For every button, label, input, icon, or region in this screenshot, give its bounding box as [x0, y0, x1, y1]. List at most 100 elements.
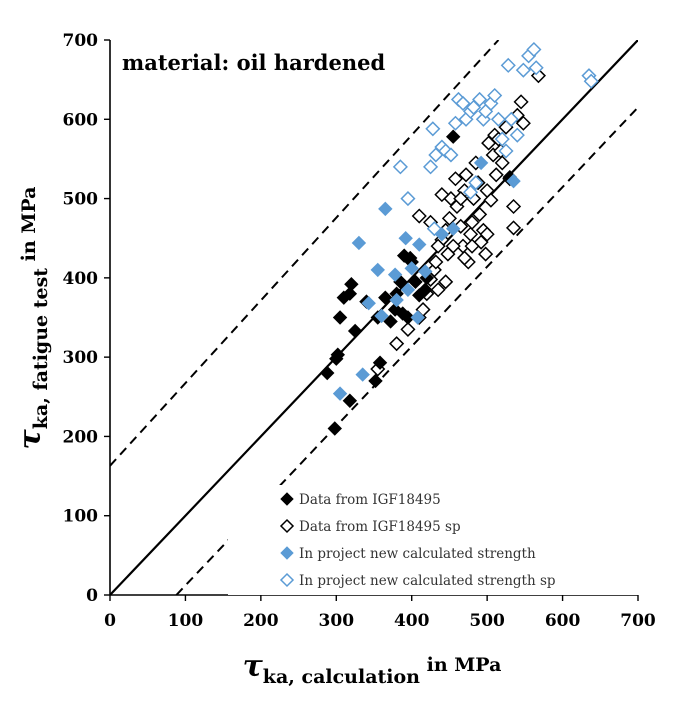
data-point: [473, 155, 489, 171]
data-point: [400, 310, 416, 325]
data-point: [342, 286, 358, 301]
y-tick-label: 200: [63, 427, 99, 447]
data-point: [412, 237, 427, 252]
data-point: [515, 115, 531, 131]
x-axis-label: τka, calculation in MPa: [243, 649, 502, 688]
data-point: [468, 175, 484, 191]
y-axis-unit: in MPa: [18, 187, 40, 268]
data-point: [355, 367, 370, 382]
data-point: [530, 68, 546, 84]
data-point: [455, 95, 471, 111]
data-point: [441, 210, 457, 226]
data-point: [472, 206, 488, 222]
x-tick-label: 200: [243, 611, 279, 631]
legend-marker: [280, 492, 294, 506]
chart-annotation: material: oil hardened: [122, 50, 385, 75]
data-point: [392, 159, 408, 175]
data-point: [389, 336, 405, 352]
data-point: [443, 147, 459, 163]
data-point: [418, 282, 433, 297]
legend-label: In project new calculated strength: [299, 546, 536, 562]
y-tick-label: 400: [63, 269, 99, 289]
legend: Data from IGF18495 Data from IGF18495 sp I…: [228, 485, 640, 595]
data-point: [583, 73, 599, 89]
data-point: [418, 264, 433, 279]
data-point: [389, 292, 404, 308]
data-point: [330, 347, 346, 362]
data-point: [464, 214, 480, 230]
data-point: [447, 171, 464, 187]
data-point: [423, 159, 439, 175]
axes: 0 100 200 300 400 500 600 700 0 100 200 300 400 500 60…: [63, 31, 656, 631]
data-point: [464, 238, 480, 254]
data-point: [456, 250, 473, 266]
data-point: [400, 191, 416, 207]
data-point: [425, 121, 441, 137]
legend-box: [228, 485, 640, 595]
data-point: [462, 184, 479, 200]
data-point: [494, 155, 510, 171]
data-point: [505, 198, 522, 215]
y-tick-label: 300: [63, 348, 99, 368]
data-point: [387, 267, 403, 282]
x-tick-label: 600: [545, 611, 581, 631]
data-point: [428, 254, 444, 270]
x-axis-symbol: τ: [243, 649, 264, 684]
data-point: [445, 238, 461, 254]
data-point: [438, 274, 454, 290]
data-point: [378, 290, 393, 305]
data-point: [361, 296, 376, 311]
series-3: [392, 41, 599, 237]
data-point: [483, 192, 499, 208]
data-point: [503, 111, 519, 127]
data-point: [368, 373, 383, 389]
data-point: [488, 167, 504, 183]
y-tick-label: 700: [63, 31, 99, 51]
data-point: [515, 62, 531, 78]
data-point: [426, 221, 442, 237]
y-axis-label: τka, fatigue test in MPa: [13, 187, 52, 450]
data-point: [506, 173, 521, 189]
data-point: [458, 167, 474, 183]
x-tick-label: 100: [168, 611, 204, 631]
x-tick-label: 0: [104, 611, 116, 631]
legend-label: In project new calculated strength sp: [299, 573, 556, 589]
data-point: [398, 231, 413, 246]
data-point: [372, 355, 388, 370]
data-point: [453, 191, 469, 207]
data-point: [383, 314, 398, 329]
data-point: [400, 282, 416, 297]
data-point: [500, 57, 516, 73]
data-point: [430, 282, 446, 298]
data-point: [434, 187, 450, 203]
data-point: [400, 321, 416, 337]
x-axis-subscript: ka, calculation: [263, 666, 420, 688]
data-points: [320, 41, 599, 436]
legend-marker: [280, 546, 294, 560]
series-2: [332, 155, 521, 401]
legend-label: Data from IGF18495 sp: [299, 519, 461, 535]
x-tick-label: 300: [319, 611, 355, 631]
y-axis-subscript: ka, fatigue test: [30, 268, 52, 430]
data-point: [479, 226, 495, 242]
data-point: [445, 129, 461, 144]
data-point: [434, 227, 450, 242]
data-point: [509, 127, 525, 143]
data-point: [327, 421, 342, 436]
data-point: [378, 201, 393, 217]
y-tick-label: 0: [86, 586, 98, 606]
data-point: [472, 91, 488, 108]
x-tick-label: 500: [469, 611, 505, 631]
x-axis-unit: in MPa: [420, 654, 501, 676]
reference-line-band-1: [110, 40, 500, 467]
data-point: [487, 87, 503, 104]
y-tick-label: 600: [63, 110, 99, 130]
y-axis-symbol: τ: [13, 428, 48, 449]
data-point: [430, 238, 446, 254]
data-point: [374, 308, 389, 324]
data-point: [332, 386, 348, 401]
legend-marker: [279, 572, 295, 588]
legend-label: Data from IGF18495: [299, 492, 441, 508]
data-point: [498, 143, 514, 159]
